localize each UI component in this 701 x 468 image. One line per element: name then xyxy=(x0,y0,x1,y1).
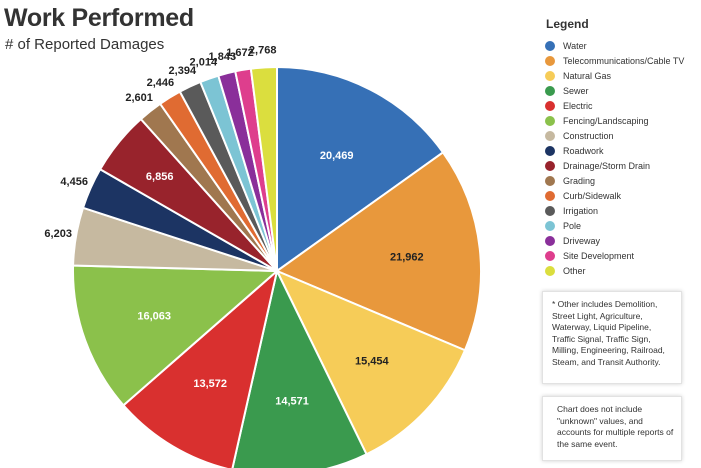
legend-swatch xyxy=(545,100,555,111)
legend-label: Pole xyxy=(563,220,582,231)
legend-title: Legend xyxy=(546,17,589,31)
legend-label: Electric xyxy=(563,100,593,111)
legend-swatch xyxy=(545,115,555,126)
legend-swatch xyxy=(545,265,555,276)
legend-label: Drainage/Storm Drain xyxy=(563,160,651,171)
legend-item-curb-sidewalk: Curb/Sidewalk xyxy=(545,188,701,203)
data-label-sewer: 14,571 xyxy=(275,396,309,408)
data-label-water: 20,469 xyxy=(320,150,354,162)
legend-swatch xyxy=(545,85,555,96)
legend-item-electric: Electric xyxy=(545,98,701,113)
legend-swatch xyxy=(545,160,555,171)
legend-label: Roadwork xyxy=(563,145,604,156)
legend-label: Sewer xyxy=(563,85,589,96)
legend-swatch xyxy=(545,220,555,231)
legend-label: Fencing/Landscaping xyxy=(563,115,649,126)
data-label-telecommunications-cable-tv: 21,962 xyxy=(390,252,424,264)
pie-slice-telecommunications-cable-tv xyxy=(274,150,482,352)
legend-item-irrigation: Irrigation xyxy=(545,203,701,218)
legend-swatch xyxy=(545,250,555,261)
data-label-fencing-landscaping: 16,063 xyxy=(137,310,171,322)
legend-swatch xyxy=(545,55,555,66)
legend-label: Construction xyxy=(563,130,614,141)
data-label-irrigation: 2,394 xyxy=(169,65,197,77)
legend-label: Natural Gas xyxy=(563,70,612,81)
data-label-curb-sidewalk: 2,446 xyxy=(147,77,175,89)
data-label-natural-gas: 15,454 xyxy=(355,356,390,368)
legend-swatch xyxy=(545,190,555,201)
legend-label: Irrigation xyxy=(563,205,599,216)
legend-label: Telecommunications/Cable TV xyxy=(563,55,685,66)
legend-item-drainage-storm-drain: Drainage/Storm Drain xyxy=(545,158,701,173)
legend-label: Site Development xyxy=(563,250,635,261)
legend-item-telecommunications-cable-tv: Telecommunications/Cable TV xyxy=(545,53,701,68)
legend-item-driveway: Driveway xyxy=(545,233,701,248)
legend-item-construction: Construction xyxy=(545,128,701,143)
legend-swatch xyxy=(545,145,555,156)
chart-title: Work Performed xyxy=(4,4,194,32)
legend-label: Water xyxy=(563,40,587,51)
pie-chart: 20,469 21,962 15,454 14,571 13,572 16,063 6,20… xyxy=(44,45,482,468)
unknown-values-note: Chart does not include "unknown" values,… xyxy=(542,396,682,461)
legend-label: Other xyxy=(563,265,586,276)
legend-swatch xyxy=(545,205,555,216)
data-label-electric: 13,572 xyxy=(193,378,227,390)
pie-slice-natural-gas xyxy=(274,269,467,456)
legend-label: Grading xyxy=(563,175,596,186)
data-label-roadwork: 4,456 xyxy=(60,176,88,188)
other-footnote: * Other includes Demolition, Street Ligh… xyxy=(542,291,682,384)
legend-item-other: Other xyxy=(545,263,701,278)
legend-swatch xyxy=(545,70,555,81)
data-label-drainage-storm-drain: 6,856 xyxy=(146,171,174,183)
legend-swatch xyxy=(545,175,555,186)
legend-item-site-development: Site Development xyxy=(545,248,701,263)
legend-label: Curb/Sidewalk xyxy=(563,190,622,201)
data-label-other: 2,768 xyxy=(249,45,277,57)
legend-label: Driveway xyxy=(563,235,601,246)
data-label-pole: 2,014 xyxy=(190,57,218,69)
legend-item-grading: Grading xyxy=(545,173,701,188)
data-label-grading: 2,601 xyxy=(125,92,153,104)
legend-swatch xyxy=(545,235,555,246)
legend-item-roadwork: Roadwork xyxy=(545,143,701,158)
data-label-site-development: 1,672 xyxy=(226,47,254,59)
data-label-construction: 6,203 xyxy=(44,228,72,240)
legend-swatch xyxy=(545,40,555,51)
data-label-driveway: 1,843 xyxy=(209,51,237,63)
pie-slice-electric xyxy=(122,268,279,468)
pie-slice-water xyxy=(276,65,445,273)
legend-swatch xyxy=(545,130,555,141)
chart-subtitle: # of Reported Damages xyxy=(5,36,165,53)
legend: Water Telecommunications/Cable TV Natural … xyxy=(545,38,701,278)
pie-slice-fencing-landscaping xyxy=(72,264,280,407)
legend-item-natural-gas: Natural Gas xyxy=(545,68,701,83)
legend-item-pole: Pole xyxy=(545,218,701,233)
legend-item-sewer: Sewer xyxy=(545,83,701,98)
legend-item-fencing-landscaping: Fencing/Landscaping xyxy=(545,113,701,128)
pie-slice-other xyxy=(249,65,278,272)
legend-item-water: Water xyxy=(545,38,701,53)
